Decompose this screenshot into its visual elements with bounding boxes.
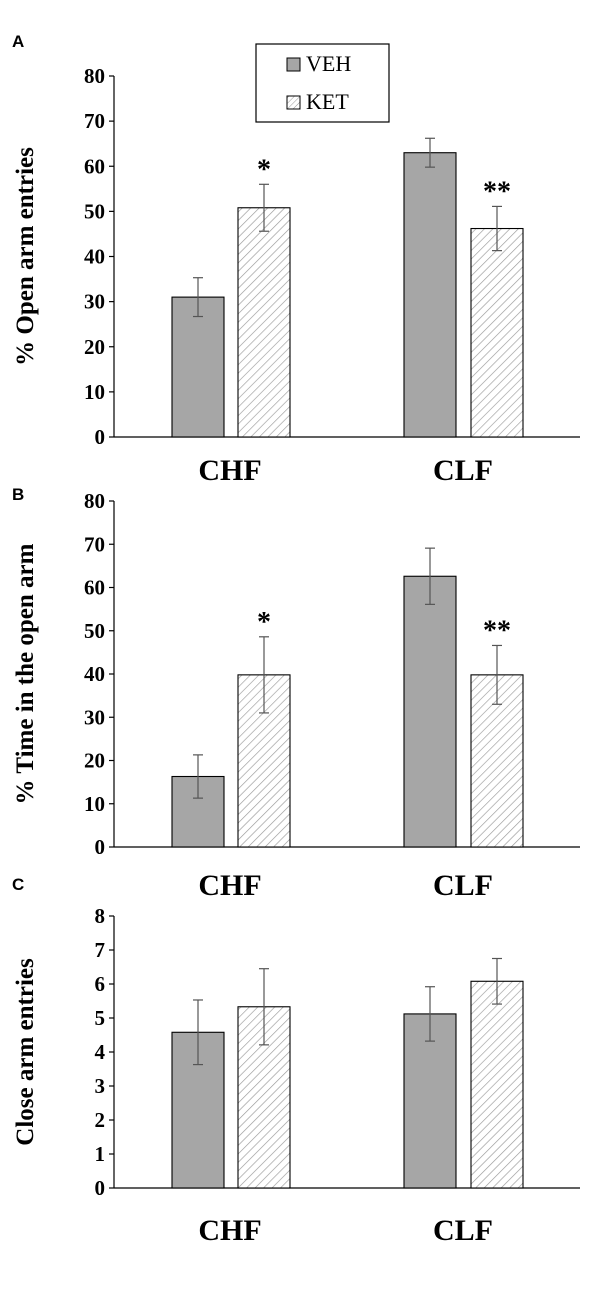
y-tick-label: 40 bbox=[84, 245, 105, 269]
bar-ket-clf bbox=[470, 227, 524, 438]
y-axis-label: % Open arm entries bbox=[12, 147, 39, 366]
y-tick-label: 10 bbox=[84, 380, 105, 404]
bar-ket-clf bbox=[470, 980, 524, 1189]
y-tick-label: 0 bbox=[95, 835, 106, 859]
y-tick-label: 2 bbox=[95, 1108, 106, 1132]
y-tick-label: 8 bbox=[95, 904, 106, 928]
y-tick-label: 70 bbox=[84, 532, 105, 556]
x-category-label: CLF bbox=[433, 869, 493, 902]
y-axis-label: Close arm entries bbox=[12, 958, 39, 1146]
significance-marker: ** bbox=[483, 176, 511, 207]
y-tick-label: 30 bbox=[84, 705, 105, 729]
y-tick-label: 60 bbox=[84, 576, 105, 600]
y-tick-label: 20 bbox=[84, 749, 105, 773]
chart-panel-A: A% Open arm entries01020304050607080***C… bbox=[12, 32, 580, 487]
y-tick-label: 50 bbox=[84, 199, 105, 223]
bar-veh-clf bbox=[403, 152, 457, 438]
y-tick-label: 0 bbox=[95, 425, 106, 449]
legend-label-ket: KET bbox=[306, 89, 349, 114]
chart-panel-B: B % Time in the open arm 0 10 20 30 40 50 60 70 80… bbox=[12, 485, 580, 902]
significance-marker: * bbox=[257, 607, 271, 638]
panel-label: A bbox=[12, 32, 24, 51]
y-tick-label: 20 bbox=[84, 335, 105, 359]
y-tick-label: 50 bbox=[84, 619, 105, 643]
y-tick-label: 5 bbox=[95, 1006, 106, 1030]
y-tick-label: 0 bbox=[95, 1176, 106, 1200]
bar-veh-clf bbox=[403, 1013, 457, 1189]
chart-panel-C: C Close arm entries 0 1 2 3 4 5 6 7 8 CHF CLF bbox=[12, 875, 580, 1247]
bar-veh-clf bbox=[403, 575, 457, 848]
x-category-label: CHF bbox=[198, 1214, 261, 1247]
panel-label: B bbox=[12, 485, 24, 504]
y-tick-label: 4 bbox=[95, 1040, 106, 1064]
significance-marker: * bbox=[257, 154, 271, 185]
x-category-label: CLF bbox=[433, 1214, 493, 1247]
bar-ket-chf bbox=[237, 207, 291, 438]
y-tick-label: 80 bbox=[84, 489, 105, 513]
y-axis-label: % Time in the open arm bbox=[12, 543, 39, 804]
y-tick-label: 30 bbox=[84, 290, 105, 314]
y-tick-label: 7 bbox=[95, 938, 106, 962]
legend-box bbox=[255, 43, 390, 123]
y-tick-label: 80 bbox=[84, 64, 105, 88]
legend-swatch-veh bbox=[286, 57, 301, 72]
panel-label: C bbox=[12, 875, 24, 894]
significance-marker: ** bbox=[483, 615, 511, 646]
y-tick-label: 6 bbox=[95, 972, 106, 996]
x-category-label: CLF bbox=[433, 454, 493, 487]
y-tick-label: 60 bbox=[84, 154, 105, 178]
y-tick-label: 40 bbox=[84, 662, 105, 686]
x-category-label: CHF bbox=[198, 454, 261, 487]
legend: VEH KET bbox=[255, 43, 390, 123]
legend-label-veh: VEH bbox=[306, 51, 351, 76]
y-tick-label: 1 bbox=[95, 1142, 106, 1166]
legend-swatch-ket bbox=[286, 95, 301, 110]
bar-veh-chf bbox=[171, 296, 225, 438]
y-tick-label: 3 bbox=[95, 1074, 106, 1098]
x-category-label: CHF bbox=[198, 869, 261, 902]
y-tick-label: 10 bbox=[84, 792, 105, 816]
y-tick-label: 70 bbox=[84, 109, 105, 133]
